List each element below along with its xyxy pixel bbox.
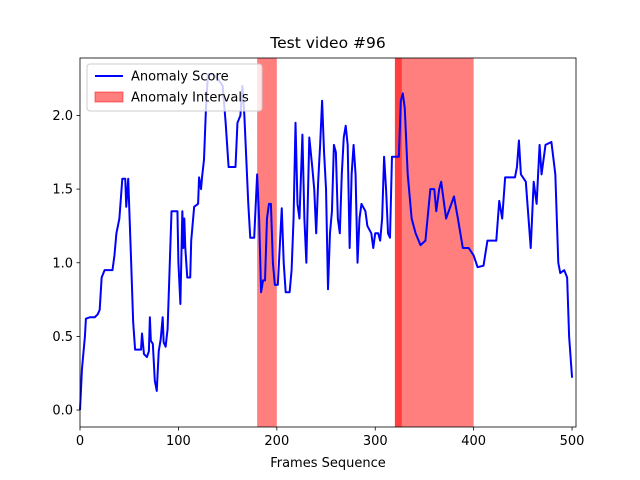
x-tick-label: 100 <box>166 434 191 449</box>
x-tick-label: 0 <box>76 434 84 449</box>
y-tick-label: 1.5 <box>52 183 73 198</box>
score-line <box>79 73 574 411</box>
y-tick-label: 1.0 <box>52 256 73 271</box>
x-axis-label: Frames Sequence <box>270 456 386 471</box>
anomaly-interval <box>394 58 474 427</box>
y-tick-label: 0.5 <box>52 330 73 345</box>
x-tick-label: 400 <box>461 434 486 449</box>
chart-title: Test video #96 <box>269 34 385 52</box>
legend-box <box>86 63 263 112</box>
axes-frame <box>79 57 577 428</box>
legend-swatch <box>94 91 124 103</box>
y-tick-label: 2.0 <box>52 109 73 124</box>
x-tick-label: 500 <box>560 434 585 449</box>
legend-label: Anomaly Score <box>131 70 229 85</box>
x-tick-label: 300 <box>363 434 388 449</box>
anomaly-interval <box>394 58 402 427</box>
legend-label: Anomaly Intervals <box>131 91 249 106</box>
x-tick-label: 200 <box>264 434 289 449</box>
y-tick-label: 0.0 <box>52 404 73 419</box>
